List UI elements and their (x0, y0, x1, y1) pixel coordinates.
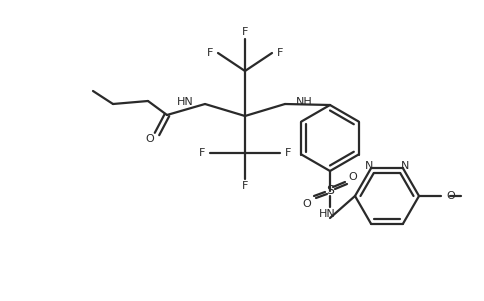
Text: O: O (146, 134, 154, 144)
Text: F: F (207, 48, 213, 58)
Text: F: F (285, 148, 291, 158)
Text: N: N (365, 161, 373, 171)
Text: NH: NH (296, 97, 313, 107)
Text: F: F (199, 148, 205, 158)
Text: O: O (446, 191, 455, 201)
Text: O: O (302, 199, 311, 209)
Text: O: O (348, 172, 357, 182)
Text: F: F (277, 48, 283, 58)
Text: HN: HN (177, 97, 194, 107)
Text: S: S (326, 185, 334, 197)
Text: N: N (401, 161, 409, 171)
Text: HN: HN (318, 209, 335, 219)
Text: F: F (242, 27, 248, 37)
Text: F: F (242, 181, 248, 191)
